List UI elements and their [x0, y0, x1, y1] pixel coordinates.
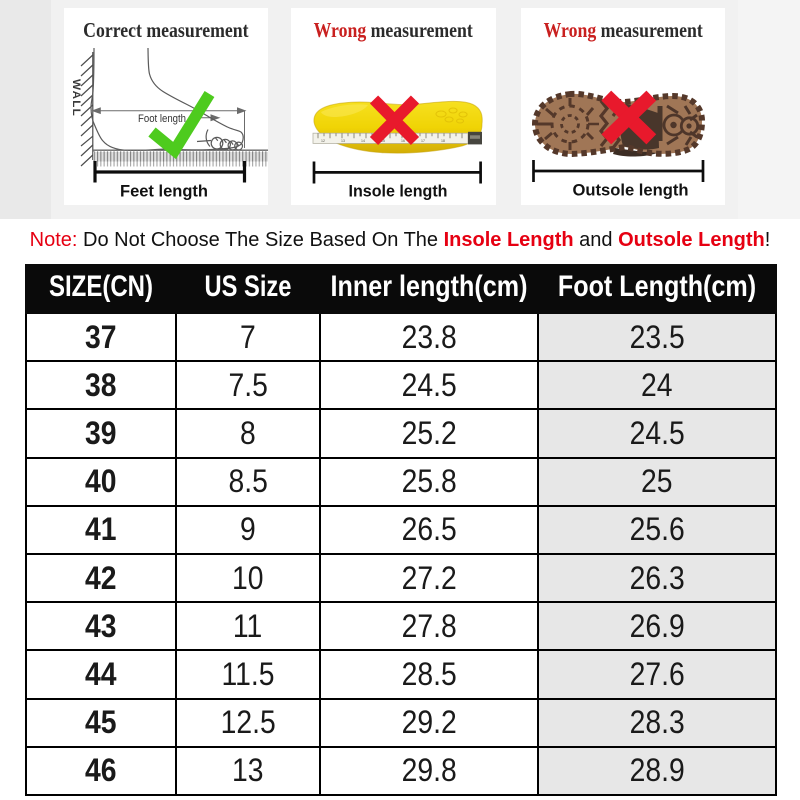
svg-text:Feet length: Feet length [120, 183, 208, 201]
svg-text:Foot length: Foot length [138, 113, 186, 125]
svg-text:WALL: WALL [70, 79, 82, 117]
svg-text:18: 18 [441, 139, 445, 143]
svg-text:15: 15 [381, 139, 385, 143]
svg-text:14: 14 [361, 139, 365, 143]
svg-text:13: 13 [341, 139, 345, 143]
svg-text:17: 17 [421, 139, 425, 143]
svg-text:12: 12 [321, 139, 325, 143]
svg-text:16: 16 [401, 139, 405, 143]
svg-text:Outsole length: Outsole length [573, 182, 689, 200]
svg-text:Insole length: Insole length [349, 183, 448, 201]
